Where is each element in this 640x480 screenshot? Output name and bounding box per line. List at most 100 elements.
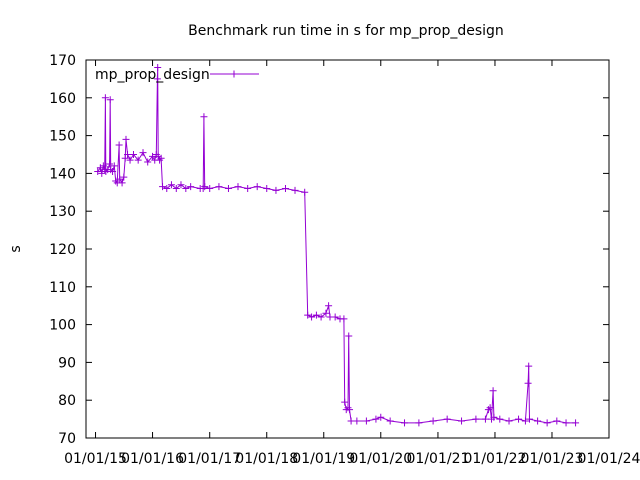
- data-point: [106, 160, 114, 168]
- data-point: [201, 183, 209, 191]
- data-point: [301, 188, 309, 196]
- data-point: [524, 379, 532, 387]
- y-tick-label: 100: [49, 318, 76, 334]
- data-point: [112, 177, 120, 185]
- data-point: [115, 141, 123, 149]
- x-tick-label: 01/01/17: [178, 451, 241, 467]
- data-point: [386, 417, 394, 425]
- plot-frame: [85, 59, 610, 439]
- data-point: [572, 419, 580, 427]
- data-point: [362, 417, 370, 425]
- x-tick-label: 01/01/20: [349, 451, 412, 467]
- data-point: [144, 158, 152, 166]
- x-tick-label: 01/01/22: [464, 451, 527, 467]
- y-axis-label: s: [8, 245, 24, 252]
- y-tick-label: 70: [58, 431, 76, 447]
- data-point: [312, 311, 320, 319]
- data-point: [200, 113, 208, 121]
- series-line: [97, 67, 576, 424]
- y-tick-label: 110: [49, 280, 76, 296]
- data-point: [481, 415, 489, 423]
- data-point: [116, 175, 124, 183]
- data-point: [489, 387, 497, 395]
- data-point: [134, 156, 142, 164]
- data-point: [562, 419, 570, 427]
- x-axis: 01/01/1501/01/1601/01/1701/01/1801/01/19…: [64, 60, 640, 467]
- data-point: [156, 156, 164, 164]
- legend-marker: [230, 70, 238, 78]
- data-point: [129, 151, 137, 158]
- data-point: [177, 181, 185, 189]
- data-point: [281, 185, 289, 193]
- data-point: [163, 185, 171, 193]
- data-point: [401, 419, 409, 427]
- y-tick-label: 170: [49, 53, 76, 69]
- data-point: [101, 94, 109, 102]
- data-point: [172, 185, 180, 193]
- data-point: [505, 417, 513, 425]
- x-tick-label: 01/01/15: [64, 451, 127, 467]
- data-point: [94, 168, 102, 176]
- series-layer: [94, 64, 580, 427]
- data-point: [126, 156, 134, 164]
- data-point: [490, 413, 498, 421]
- legend-label: mp_prop_design: [95, 67, 210, 83]
- data-point: [182, 185, 190, 193]
- data-point: [224, 185, 232, 193]
- data-point: [118, 179, 126, 187]
- data-point: [515, 415, 523, 423]
- x-tick-label: 01/01/21: [407, 451, 470, 467]
- data-point: [372, 415, 380, 423]
- data-point: [159, 183, 167, 191]
- data-point: [110, 162, 118, 170]
- data-point: [304, 311, 312, 319]
- data-point: [458, 417, 466, 425]
- data-point: [443, 415, 451, 423]
- data-point: [429, 417, 437, 425]
- data-point: [153, 75, 161, 83]
- data-point: [353, 417, 361, 425]
- data-point: [187, 183, 195, 191]
- legend: mp_prop_design: [95, 67, 259, 83]
- y-tick-label: 140: [49, 166, 76, 182]
- data-point: [345, 332, 353, 340]
- data-point: [122, 135, 130, 143]
- data-point: [272, 186, 280, 194]
- data-point: [121, 154, 129, 162]
- data-point: [340, 315, 348, 323]
- data-point: [199, 185, 207, 193]
- data-point: [415, 419, 423, 427]
- data-point: [331, 313, 339, 321]
- data-point: [244, 185, 252, 193]
- data-point: [206, 185, 214, 193]
- data-point: [377, 413, 385, 421]
- y-axis: 70 80 90 100 110 120 130 140 150 160 170: [49, 53, 609, 447]
- data-point: [215, 183, 223, 191]
- y-tick-label: 150: [49, 129, 76, 145]
- y-tick-label: 130: [49, 204, 76, 220]
- y-tick-label: 160: [49, 91, 76, 107]
- data-point: [525, 415, 533, 423]
- data-point: [472, 415, 480, 423]
- data-point: [341, 398, 349, 406]
- data-point: [167, 181, 175, 189]
- data-point: [322, 309, 330, 317]
- data-point: [486, 404, 494, 412]
- x-tick-label: 01/01/24: [578, 451, 640, 467]
- data-point: [325, 302, 333, 310]
- chart-title: Benchmark run time in s for mp_prop_desi…: [188, 23, 504, 39]
- data-point: [263, 185, 271, 193]
- data-point: [253, 183, 261, 191]
- y-tick-label: 80: [58, 393, 76, 409]
- data-point: [521, 417, 529, 425]
- data-point: [534, 417, 542, 425]
- y-tick-label: 120: [49, 242, 76, 258]
- data-point: [124, 151, 132, 158]
- data-point: [496, 415, 504, 423]
- data-point: [234, 183, 242, 191]
- data-point: [553, 417, 561, 425]
- y-tick-label: 90: [58, 355, 76, 371]
- x-tick-label: 01/01/16: [121, 451, 184, 467]
- x-tick-label: 01/01/18: [235, 451, 298, 467]
